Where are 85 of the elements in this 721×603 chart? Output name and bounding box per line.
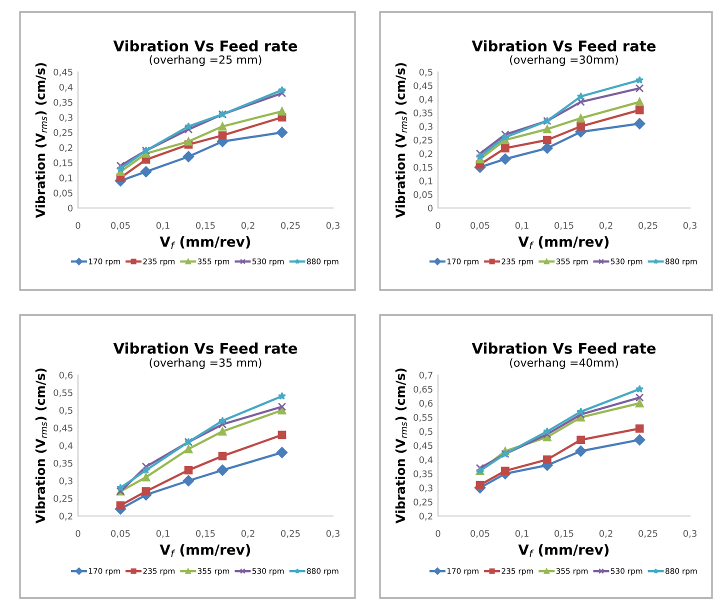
y-tick-label: 0,6 bbox=[419, 400, 433, 408]
y-tick-label: 0,35 bbox=[414, 470, 432, 478]
x-tick-label: 0,15 bbox=[196, 222, 215, 230]
chart-subtitle: (overhang =35 mm) bbox=[150, 358, 262, 369]
x-tick-label: 0,25 bbox=[638, 222, 658, 230]
x-axis-title: V$_{f}$ (mm/rev) bbox=[518, 236, 609, 249]
y-tick-label: 0,55 bbox=[54, 389, 72, 398]
y-tick-label: 0,65 bbox=[414, 386, 432, 394]
chart-title: Vibration Vs Feed rate bbox=[472, 40, 656, 52]
y-tick-label: 0,5 bbox=[419, 68, 432, 76]
y-tick-label: 0 bbox=[428, 204, 433, 212]
y-tick-label: 0 bbox=[68, 204, 73, 212]
y-tick-label: 0,1 bbox=[419, 178, 432, 186]
y-tick-label: 0,4 bbox=[419, 96, 433, 104]
y-tick-label: 0,2 bbox=[419, 512, 432, 520]
x-tick-label: 0 bbox=[436, 222, 440, 229]
y-tick-label: 0,5 bbox=[59, 406, 72, 415]
y-tick-label: 0,5 bbox=[419, 428, 432, 436]
chart-subtitle: (overhang =30mm) bbox=[510, 55, 618, 66]
y-tick-label: 0,35 bbox=[54, 460, 72, 468]
chart-subtitle: (overhang =25 mm) bbox=[150, 55, 262, 66]
x-tick-label: 0 bbox=[436, 530, 440, 537]
y-tick-label: 0,3 bbox=[419, 484, 432, 492]
y-tick-label: 0,6 bbox=[59, 372, 73, 380]
x-tick-label: 0,05 bbox=[111, 222, 130, 230]
y-tick-label: 0,4 bbox=[419, 456, 433, 464]
x-tick-label: 0,1 bbox=[515, 222, 528, 230]
x-tick-label: 0,25 bbox=[638, 530, 658, 538]
x-tick-label: 0,2 bbox=[241, 222, 254, 230]
x-tick-label: 0,3 bbox=[326, 530, 340, 538]
chart-title: Vibration Vs Feed rate bbox=[113, 40, 298, 52]
y-tick-label: 0,2 bbox=[59, 512, 72, 520]
y-tick-label: 0,3 bbox=[59, 477, 72, 486]
y-tick-label: 0,4 bbox=[59, 84, 73, 92]
y-tick-label: 0,05 bbox=[54, 190, 72, 198]
x-tick-label: 0,25 bbox=[281, 530, 300, 538]
x-tick-label: 0,05 bbox=[470, 222, 490, 230]
y-axis-title: Vibration (V$_{rms}$) (cm/s) bbox=[35, 368, 48, 524]
y-tick-label: 0,25 bbox=[54, 129, 72, 137]
y-tick-label: 0,25 bbox=[414, 136, 432, 144]
y-tick-label: 0,3 bbox=[59, 114, 72, 122]
y-tick-label: 0,35 bbox=[414, 110, 432, 118]
x-tick-label: 0 bbox=[76, 222, 80, 229]
y-tick-label: 0,25 bbox=[54, 495, 72, 503]
x-tick-label: 0,15 bbox=[554, 222, 574, 230]
x-axis-title: V$_{f}$ (mm/rev) bbox=[518, 544, 609, 557]
x-tick-label: 0,05 bbox=[470, 530, 490, 538]
x-tick-label: 0,3 bbox=[326, 222, 340, 230]
chart-title: Vibration Vs Feed rate bbox=[472, 342, 656, 354]
x-axis-title: V$_{f}$ (mm/rev) bbox=[160, 236, 250, 249]
y-tick-label: 0,15 bbox=[54, 159, 72, 168]
y-tick-label: 0,2 bbox=[419, 150, 432, 158]
x-tick-label: 0 bbox=[76, 530, 80, 537]
y-tick-label: 0,45 bbox=[414, 82, 432, 90]
chart-title: Vibration Vs Feed rate bbox=[113, 342, 298, 354]
x-tick-label: 0,2 bbox=[241, 530, 254, 538]
x-tick-label: 0,05 bbox=[111, 530, 130, 538]
x-tick-label: 0,15 bbox=[196, 530, 215, 538]
y-tick-label: 0,3 bbox=[419, 123, 432, 131]
x-tick-label: 0,2 bbox=[599, 530, 612, 538]
y-axis-title: Vibration (V$_{rms}$) (cm/s) bbox=[395, 368, 408, 524]
x-tick-label: 0,1 bbox=[515, 530, 528, 538]
y-axis-title: Vibration (V$_{rms}$) (cm/s) bbox=[395, 63, 408, 218]
chart-subtitle: (overhang =40mm) bbox=[510, 358, 618, 369]
y-axis-title: Vibration (V$_{rms}$) (cm/s) bbox=[35, 63, 48, 218]
y-tick-label: 0,1 bbox=[59, 174, 72, 182]
x-tick-label: 0,25 bbox=[281, 222, 300, 230]
y-tick-label: 0,7 bbox=[419, 372, 432, 380]
x-tick-label: 0,1 bbox=[156, 222, 170, 230]
y-tick-label: 0,45 bbox=[54, 424, 72, 432]
y-tick-label: 0,35 bbox=[54, 98, 72, 107]
x-tick-label: 0,3 bbox=[683, 222, 696, 230]
x-tick-label: 0,15 bbox=[554, 530, 574, 538]
y-tick-label: 0,15 bbox=[414, 164, 432, 172]
x-axis-title: V$_{f}$ (mm/rev) bbox=[160, 544, 250, 557]
y-tick-label: 0,55 bbox=[414, 414, 432, 422]
y-tick-label: 0,45 bbox=[54, 68, 72, 76]
y-tick-label: 0,25 bbox=[414, 498, 432, 506]
y-tick-label: 0,45 bbox=[414, 442, 432, 450]
y-tick-label: 0,2 bbox=[59, 144, 72, 152]
x-tick-label: 0,1 bbox=[156, 530, 170, 538]
x-tick-label: 0,2 bbox=[599, 222, 612, 230]
x-tick-label: 0,3 bbox=[683, 530, 696, 538]
y-tick-label: 0,05 bbox=[414, 191, 432, 199]
y-tick-label: 0,4 bbox=[59, 442, 73, 450]
